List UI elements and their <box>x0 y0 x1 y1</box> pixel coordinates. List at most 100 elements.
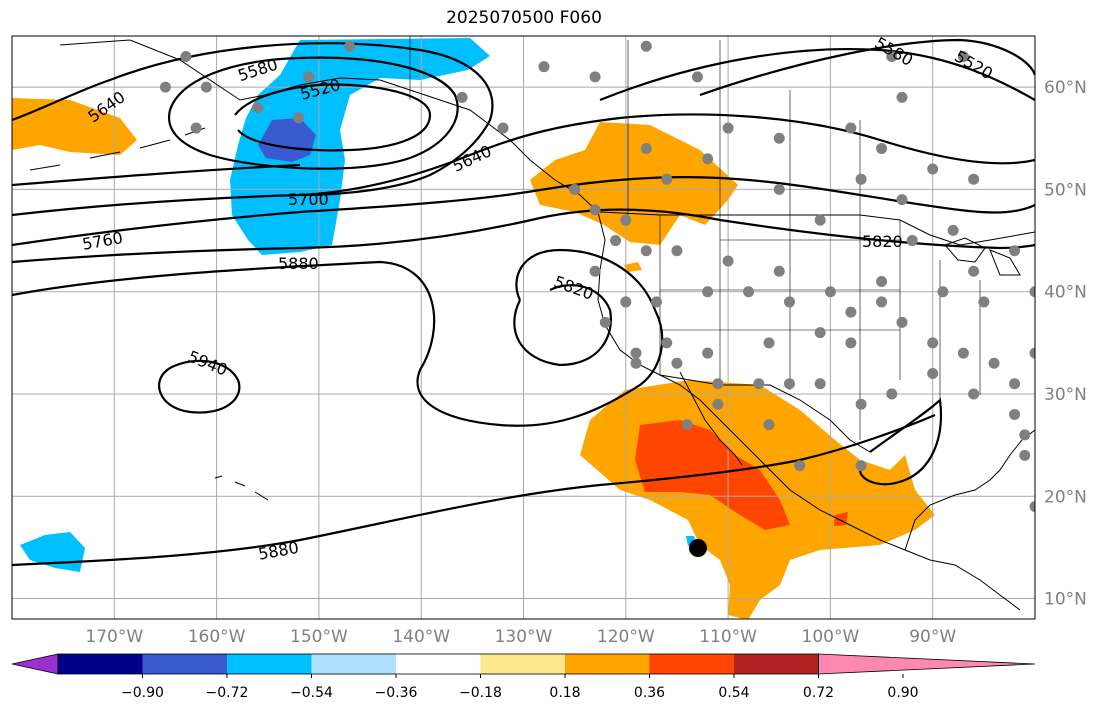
hawaii-islands <box>214 475 269 501</box>
station-dot <box>640 143 652 155</box>
latitude-tick-label: 10°N <box>1044 590 1087 610</box>
station-dot <box>200 81 212 93</box>
contour-5940 <box>158 359 241 414</box>
station-dot <box>855 173 867 185</box>
station-dot <box>630 357 642 369</box>
latitude-tick-label: 60°N <box>1044 78 1087 98</box>
station-dot <box>497 122 509 134</box>
orange-blob-small <box>624 262 642 272</box>
station-dot <box>896 91 908 103</box>
red-region-mexico <box>635 420 790 530</box>
colorbar-segment <box>565 654 650 674</box>
contour-label: 5820 <box>862 232 903 251</box>
station-dot <box>927 368 939 380</box>
station-dot <box>876 143 888 155</box>
longitude-axis: 170°W 160°W 150°W 140°W 130°W 120°W 110°W 100°W… <box>85 627 956 647</box>
longitude-tick-label: 110°W <box>699 627 757 647</box>
longitude-tick-label: 160°W <box>188 627 246 647</box>
contour-mexico-high <box>858 397 942 486</box>
blue-core-gulf-of-alaska <box>258 118 316 162</box>
station-dot <box>650 296 662 308</box>
station-dot <box>763 419 775 431</box>
station-dot <box>712 378 724 390</box>
longitude-tick-label: 170°W <box>85 627 143 647</box>
orange-region-northwest <box>12 98 137 155</box>
station-dot <box>814 327 826 339</box>
station-dot <box>344 40 356 52</box>
colorbar-tick-label: −0.90 <box>121 685 164 701</box>
longitude-tick-label: 120°W <box>597 627 655 647</box>
colorbar-segment <box>142 654 227 674</box>
station-dot <box>599 316 611 328</box>
station-dot <box>252 102 264 114</box>
contour-5880-mid <box>12 163 301 187</box>
map-frame <box>11 35 1036 620</box>
colorbar-extend-low <box>11 653 59 675</box>
graticule-grid <box>12 36 1035 619</box>
colorbar-tick-label: −0.54 <box>290 685 333 701</box>
station-dot <box>845 337 857 349</box>
baja-california <box>679 371 743 466</box>
contour-label: 5580 <box>872 33 917 70</box>
station-dot <box>773 183 785 195</box>
contour-5520 <box>234 83 432 152</box>
station-dot <box>620 296 632 308</box>
station-dot <box>824 286 836 298</box>
colorbar-tick-label: −0.36 <box>375 685 418 701</box>
contour-5640 <box>12 42 494 197</box>
station-dot <box>794 460 806 472</box>
station-dot <box>661 337 673 349</box>
great-lakes <box>944 237 1021 276</box>
contour-5880-west <box>12 248 664 427</box>
cyan-region-gulf-of-alaska <box>230 38 490 255</box>
station-dot <box>1009 378 1021 390</box>
station-dot <box>640 40 652 52</box>
station-dot <box>845 306 857 318</box>
colorbar-tick-label: 0.18 <box>549 685 580 701</box>
contour-label: 5880 <box>257 538 300 564</box>
colorbar-segment <box>227 654 312 674</box>
colorbar-tick-label: 0.36 <box>634 685 665 701</box>
contour-5880-south <box>12 413 936 567</box>
station-dot <box>610 235 622 247</box>
station-dot <box>180 50 192 62</box>
colorbar-segment <box>480 654 565 674</box>
contour-5580 <box>167 56 459 170</box>
colorbar-extend-high <box>818 653 1036 675</box>
station-markers <box>159 40 1035 512</box>
contour-label: 5760 <box>81 228 124 254</box>
map-title: 2025070500 F060 <box>446 8 602 28</box>
station-dot <box>957 50 969 62</box>
station-dot <box>661 173 673 185</box>
colorbar-tick-label: 0.72 <box>803 685 834 701</box>
station-dot <box>456 91 468 103</box>
station-dot <box>906 235 918 247</box>
station-dot <box>783 378 795 390</box>
colorbar-frame <box>57 653 819 675</box>
station-dot <box>743 286 755 298</box>
station-dot <box>712 398 724 410</box>
station-dot <box>773 132 785 144</box>
colorbar-tick-label: 0.90 <box>887 685 918 701</box>
station-dot <box>814 214 826 226</box>
station-dot <box>589 265 601 277</box>
station-dot <box>886 50 898 62</box>
station-dot <box>691 71 703 83</box>
longitude-tick-label: 130°W <box>495 627 553 647</box>
station-dot <box>876 275 888 287</box>
colorbar-tick-label: −0.18 <box>459 685 502 701</box>
colorbar-segment <box>58 654 143 674</box>
station-dot <box>1009 245 1021 257</box>
station-dot <box>620 214 632 226</box>
colorbar-tick-label: 0.54 <box>718 685 749 701</box>
station-dot <box>968 265 980 277</box>
latitude-tick-label: 50°N <box>1044 180 1087 200</box>
station-dot <box>589 204 601 216</box>
colorbar-segment <box>311 654 396 674</box>
longitude-tick-label: 150°W <box>290 627 348 647</box>
latitude-tick-label: 20°N <box>1044 487 1087 507</box>
contour-5820-low <box>513 284 612 367</box>
contour-label: 5520 <box>951 47 996 84</box>
station-dot <box>927 337 939 349</box>
station-dot <box>1029 347 1035 359</box>
